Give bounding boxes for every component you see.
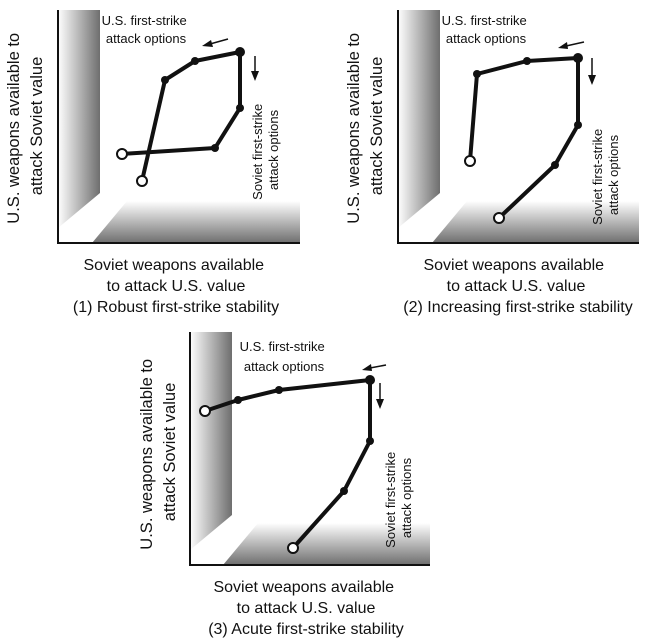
panel-3-down-arrow (376, 383, 384, 409)
panel-1-point (236, 104, 244, 112)
panel-2-point (551, 161, 559, 169)
panel-3-x-axis-label: Soviet weapons available to attack U.S. … (213, 579, 398, 617)
panel-2-us-options-path (468, 56, 580, 220)
panel-1-path-points (161, 47, 245, 152)
panel-1-y-axis-label: U.S. weapons available to attack Soviet … (5, 28, 46, 223)
panel-3-point (275, 386, 283, 394)
panel-3-left-arrow (362, 364, 387, 371)
panel-2-soviet-shaded-zone (432, 201, 639, 243)
panel-2-start-point (464, 155, 476, 167)
panel-3-point (234, 396, 242, 404)
panel-1-left-arrow (202, 38, 229, 47)
panel-1-point (161, 76, 169, 84)
panel-3-y-axis-label: U.S. weapons available to attack Soviet … (138, 354, 179, 549)
panel-3-soviet-shaded-zone (223, 523, 430, 565)
panel-3-point (366, 437, 374, 445)
panel-2-point (473, 70, 481, 78)
panel-1-soviet-options-label: Soviet first-strike attack options (250, 100, 281, 200)
panel-1-soviet-shaded-zone (92, 201, 300, 243)
panel-1-down-arrow (251, 56, 259, 81)
panel-2-down-arrow (588, 58, 596, 85)
panel-2-left-arrow (558, 41, 585, 49)
panel-2-path-points (473, 53, 583, 169)
panel-1-us-options-path (121, 50, 242, 182)
panel-2-end-point (493, 212, 505, 224)
panel-2-caption: (2) Increasing first-strike stability (403, 299, 632, 316)
panel-2-us-shaded-zone (398, 10, 440, 228)
panel-3-axes (189, 332, 430, 566)
panel-3-us-options-label: U.S. first-strike attack options (240, 339, 329, 374)
panel-1-us-shaded-zone (58, 10, 100, 228)
panel-2-us-options-label: U.S. first-strike attack options (442, 13, 531, 46)
panel-2-point (574, 121, 582, 129)
panel-2-y-axis-label: U.S. weapons available to attack Soviet … (345, 28, 386, 223)
panel-1-axes (57, 10, 300, 244)
panel-2-soviet-options-label: Soviet first-strike attack options (590, 125, 621, 225)
panel-2-x-axis-label: Soviet weapons available to attack U.S. … (423, 257, 608, 295)
panel-3-point (340, 487, 348, 495)
panel-3: U.S. first-strike attack options Soviet … (138, 332, 430, 638)
panel-1-point (235, 47, 245, 57)
panel-1-caption: (1) Robust first-strike stability (73, 299, 279, 316)
panel-3-end-point (287, 542, 299, 554)
panel-2-point (573, 53, 583, 63)
panel-1: U.S. first-strike attack options Soviet … (5, 10, 300, 316)
panel-1-x-axis-label: Soviet weapons available to attack U.S. … (83, 257, 268, 295)
panel-2-axes (397, 10, 639, 244)
panel-1-point (191, 57, 199, 65)
panel-1-point (211, 144, 219, 152)
panel-2: U.S. first-strike attack options Soviet … (345, 10, 639, 316)
panel-3-caption: (3) Acute first-strike stability (208, 621, 404, 638)
panel-3-us-shaded-zone (190, 332, 232, 550)
panel-3-soviet-options-label: Soviet first-strike attack options (383, 448, 414, 548)
panel-1-start-point (116, 148, 128, 160)
panel-3-start-point (199, 405, 211, 417)
panel-1-us-options-label: U.S. first-strike attack options (102, 13, 191, 46)
panel-3-path-points (234, 375, 375, 495)
panel-2-point (523, 57, 531, 65)
panel-3-point (365, 375, 375, 385)
panel-1-end-point (136, 175, 148, 187)
